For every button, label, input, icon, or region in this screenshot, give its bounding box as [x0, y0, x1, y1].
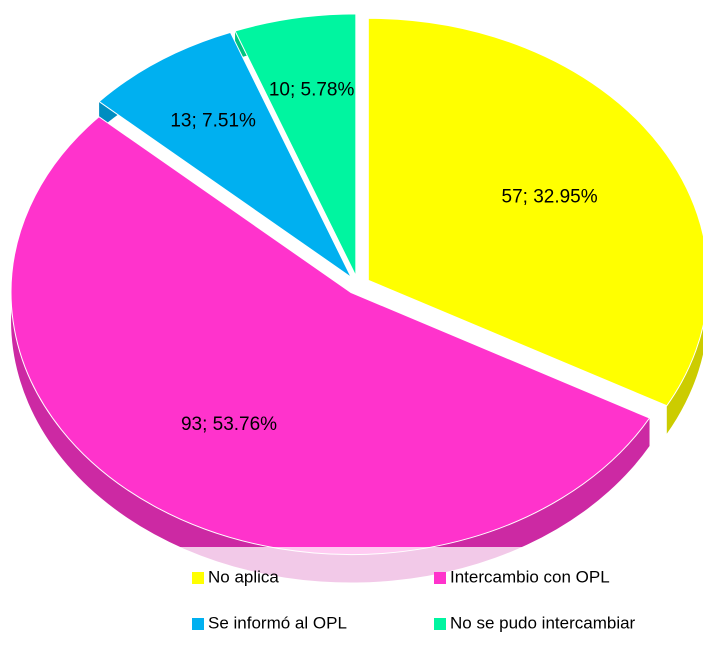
pie-slice — [98, 31, 352, 278]
legend-swatch — [192, 572, 204, 584]
legend-swatch — [434, 618, 446, 630]
data-label: 57; 32.95% — [502, 186, 598, 207]
pie-slice — [10, 116, 651, 556]
legend-swatch — [434, 572, 446, 584]
legend-label: No se pudo intercambiar — [450, 613, 636, 632]
pie-slice — [234, 13, 357, 277]
data-label: 93; 53.76% — [181, 414, 277, 435]
legend-box — [140, 547, 703, 649]
data-label: 10; 5.78% — [269, 79, 355, 100]
legend-label: Se informó al OPL — [208, 613, 347, 632]
legend-swatch — [192, 618, 204, 630]
legend-label: No aplica — [208, 567, 279, 586]
data-label: 13; 7.51% — [170, 111, 256, 132]
legend-label: Intercambio con OPL — [450, 567, 610, 586]
pie-slice — [367, 17, 703, 407]
legend: No aplica Intercambio con OPL Se informó a… — [140, 547, 703, 649]
